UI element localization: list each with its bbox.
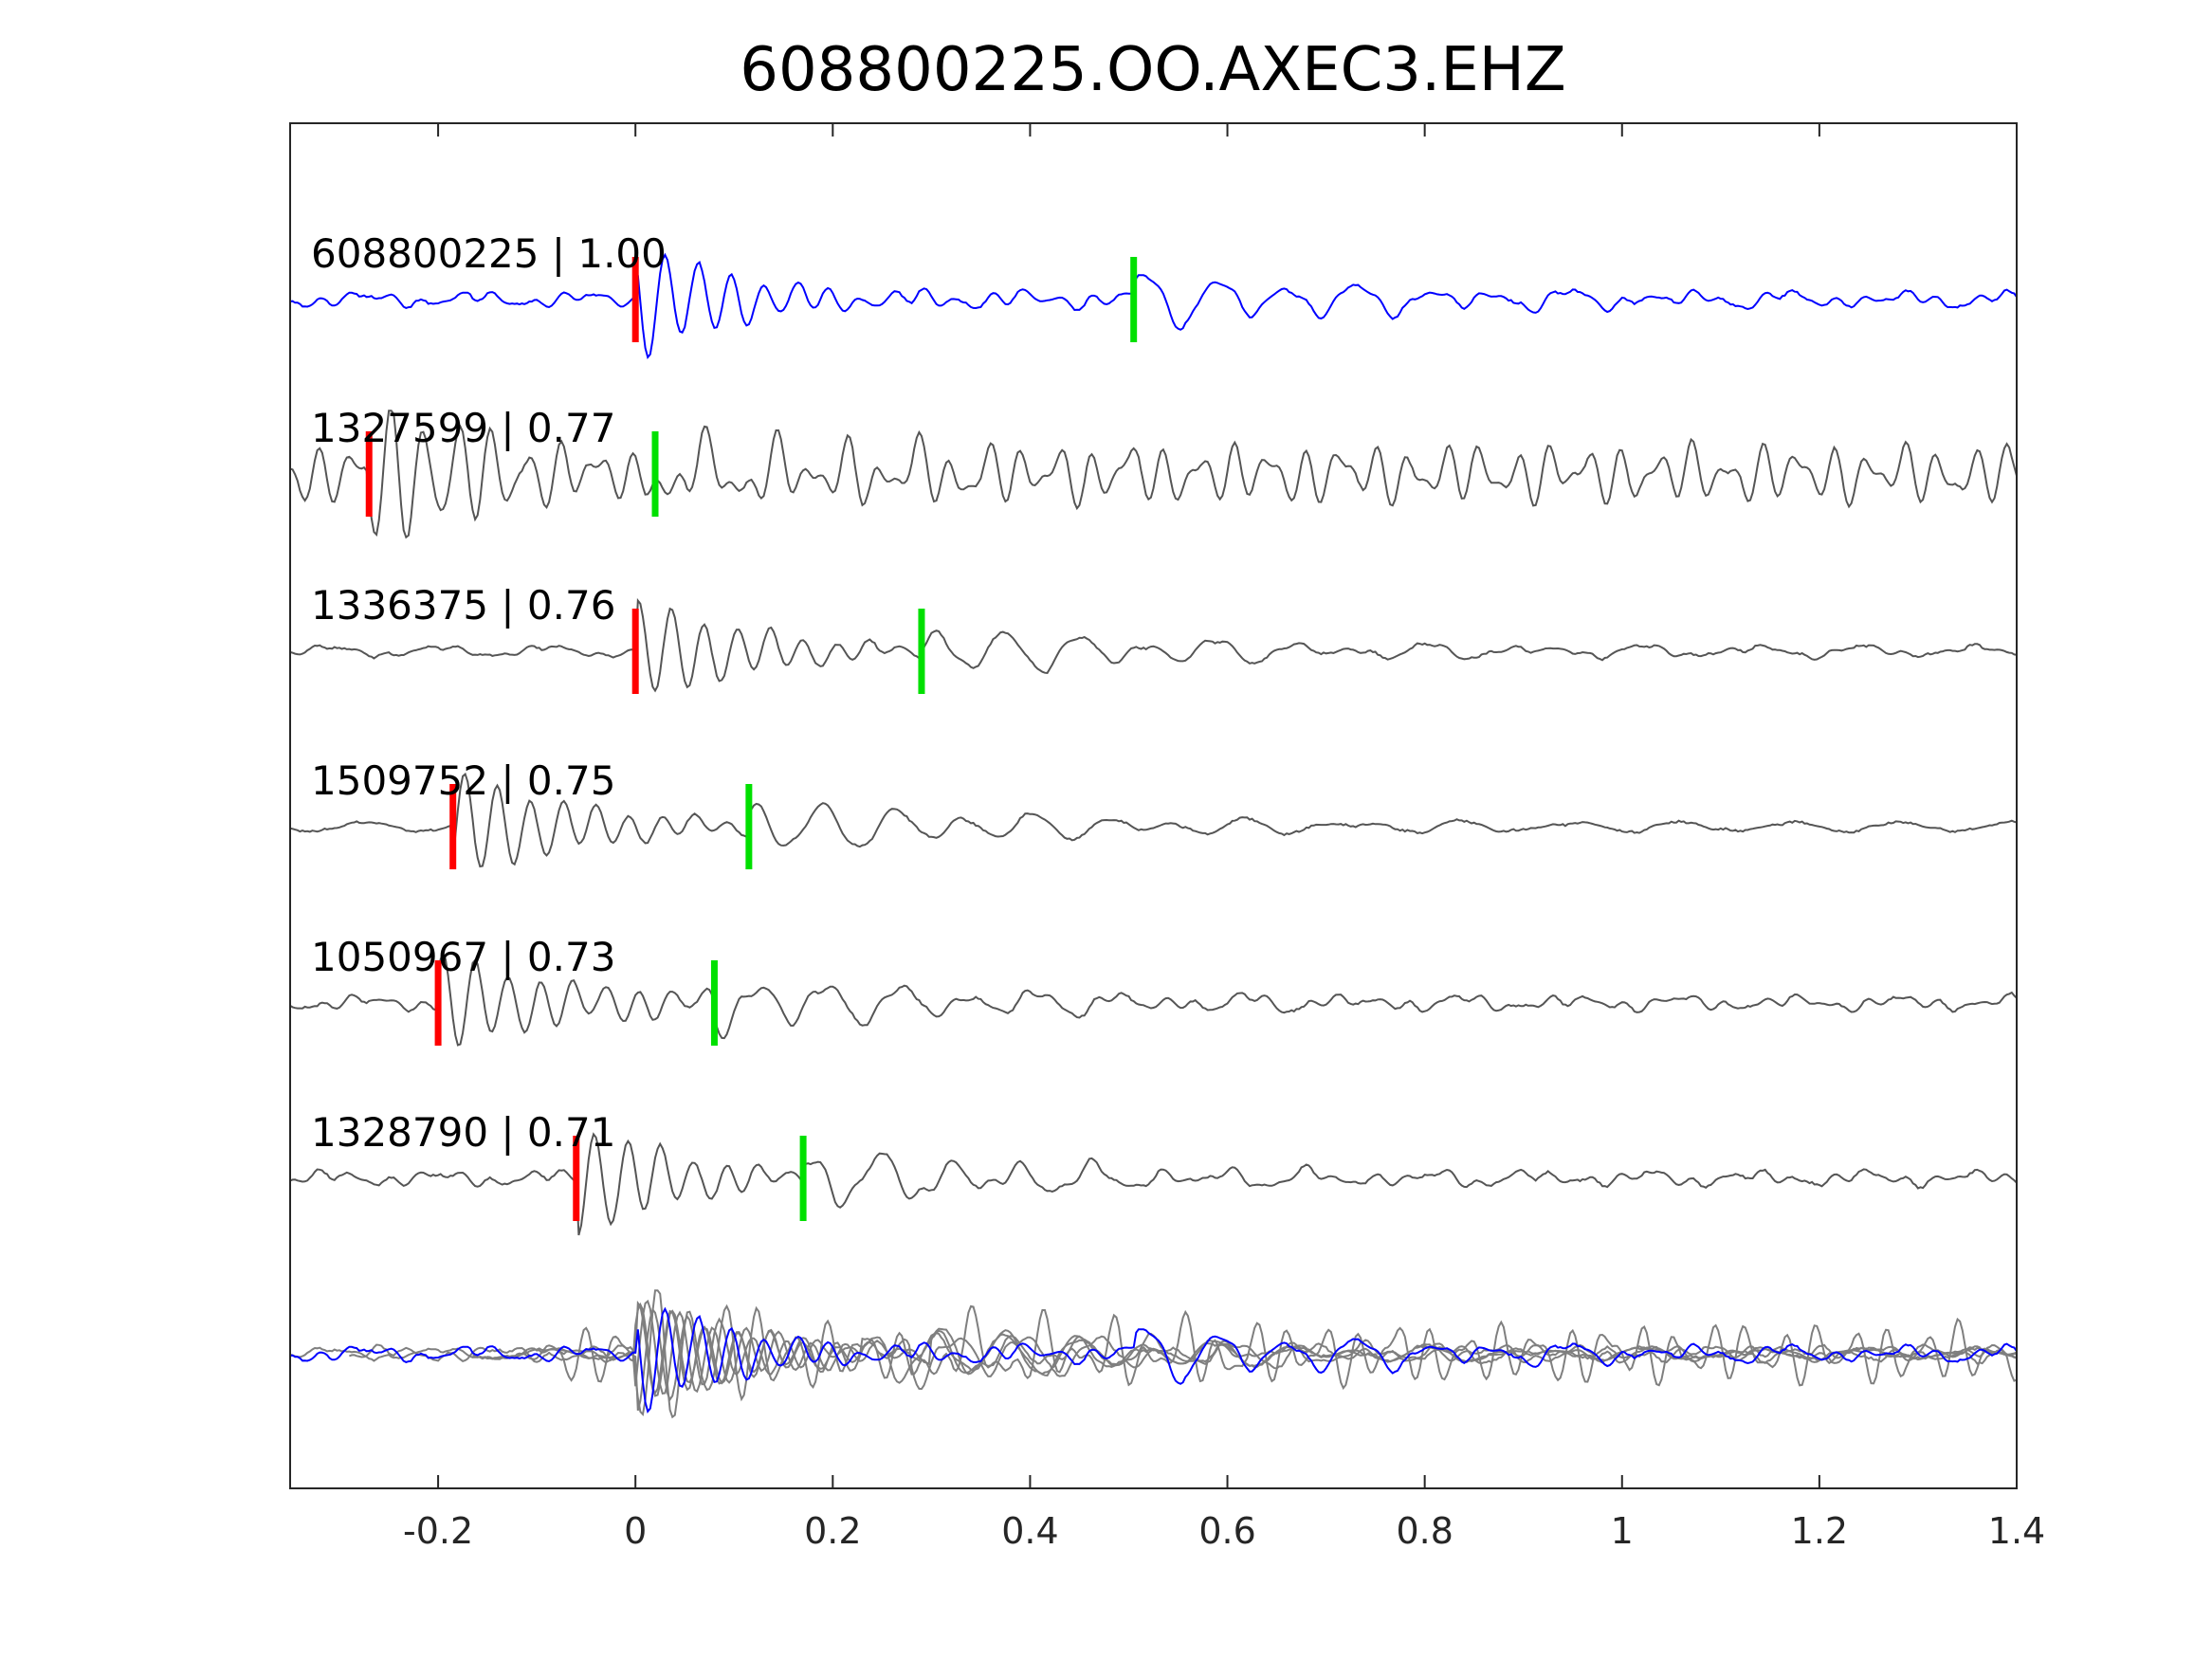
trace-1327599 bbox=[290, 410, 2017, 539]
chart-title: 608800225.OO.AXEC3.EHZ bbox=[740, 35, 1566, 105]
picks-layer bbox=[365, 257, 1138, 1221]
trace-label: 1328790 | 0.71 bbox=[311, 1109, 615, 1156]
trace-labels: 608800225 | 1.00 1327599 | 0.77 1336375 | … bbox=[311, 230, 667, 1156]
x-tick-label: 0.8 bbox=[1396, 1510, 1453, 1552]
x-tick-label: 0 bbox=[624, 1510, 647, 1552]
traces-layer bbox=[290, 252, 2017, 1236]
trace-label: 1050967 | 0.73 bbox=[311, 934, 615, 980]
trace-608800225 bbox=[290, 252, 2017, 360]
trace-label: 1336375 | 0.76 bbox=[311, 582, 615, 629]
trace-1050967 bbox=[290, 951, 2017, 1047]
x-axis: -0.2 0 0.2 0.4 0.6 0.8 1 1.2 1.4 bbox=[403, 123, 2045, 1552]
overlay-trace-1328790 bbox=[349, 1307, 2017, 1412]
trace-1509752 bbox=[290, 772, 2017, 868]
trace-label: 1327599 | 0.77 bbox=[311, 405, 615, 451]
trace-label: 1509752 | 0.75 bbox=[311, 757, 615, 804]
trace-1336375 bbox=[290, 597, 2017, 693]
overlay-trace-1336375 bbox=[290, 1300, 2017, 1395]
x-tick-label: 0.6 bbox=[1198, 1510, 1255, 1552]
x-tick-label: 1 bbox=[1611, 1510, 1634, 1552]
x-tick-label: -0.2 bbox=[403, 1510, 473, 1552]
plot-area-frame bbox=[289, 122, 2018, 1489]
overlay-trace-608800225 bbox=[290, 1306, 2017, 1414]
x-tick-label: 0.4 bbox=[1001, 1510, 1058, 1552]
x-tick-label: 1.4 bbox=[1988, 1510, 2045, 1552]
x-tick-label: 1.2 bbox=[1791, 1510, 1848, 1552]
trace-label: 608800225 | 1.00 bbox=[311, 230, 667, 277]
overlay-stack bbox=[290, 1289, 2017, 1419]
x-tick-label: 0.2 bbox=[804, 1510, 861, 1552]
